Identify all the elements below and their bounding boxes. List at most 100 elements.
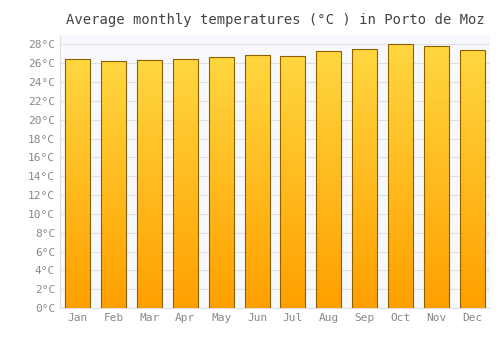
Bar xyxy=(352,142,377,145)
Bar xyxy=(101,128,126,131)
Bar xyxy=(352,140,377,142)
Bar xyxy=(137,130,162,132)
Bar xyxy=(244,234,270,237)
Bar xyxy=(137,301,162,303)
Bar xyxy=(316,172,342,174)
Bar xyxy=(101,254,126,256)
Bar xyxy=(460,133,484,135)
Bar xyxy=(244,230,270,232)
Bar xyxy=(244,197,270,199)
Bar xyxy=(173,275,198,278)
Bar xyxy=(208,74,234,77)
Bar xyxy=(460,68,484,71)
Bar xyxy=(352,127,377,130)
Bar xyxy=(352,114,377,117)
Bar xyxy=(101,239,126,241)
Bar xyxy=(137,78,162,80)
Bar xyxy=(352,225,377,228)
Bar xyxy=(388,116,413,118)
Bar xyxy=(460,300,484,303)
Bar xyxy=(280,61,305,63)
Bar xyxy=(352,264,377,267)
Bar xyxy=(137,100,162,103)
Bar xyxy=(208,233,234,235)
Bar xyxy=(137,189,162,192)
Bar xyxy=(460,223,484,225)
Bar xyxy=(137,296,162,298)
Bar xyxy=(460,55,484,58)
Bar xyxy=(316,275,342,277)
Bar xyxy=(316,282,342,285)
Bar xyxy=(208,300,234,303)
Bar xyxy=(244,55,270,308)
Bar xyxy=(316,185,342,187)
Bar xyxy=(101,145,126,148)
Bar xyxy=(280,177,305,179)
Bar xyxy=(101,153,126,155)
Bar xyxy=(173,144,198,146)
Bar xyxy=(101,246,126,249)
Bar xyxy=(137,147,162,149)
Bar xyxy=(208,64,234,67)
Bar xyxy=(316,223,342,226)
Bar xyxy=(316,285,342,287)
Bar xyxy=(424,185,449,188)
Bar xyxy=(66,66,90,69)
Bar xyxy=(388,250,413,253)
Bar xyxy=(137,105,162,107)
Bar xyxy=(280,290,305,293)
Bar xyxy=(173,206,198,208)
Bar xyxy=(208,114,234,117)
Bar xyxy=(352,277,377,280)
Bar xyxy=(352,212,377,215)
Bar xyxy=(66,81,90,84)
Bar xyxy=(208,238,234,240)
Bar xyxy=(137,167,162,169)
Bar xyxy=(66,198,90,201)
Bar xyxy=(208,200,234,202)
Bar xyxy=(66,173,90,176)
Bar xyxy=(460,52,484,55)
Bar xyxy=(316,280,342,282)
Bar xyxy=(66,253,90,255)
Bar xyxy=(208,303,234,306)
Bar xyxy=(137,271,162,273)
Bar xyxy=(280,78,305,81)
Bar xyxy=(173,146,198,148)
Bar xyxy=(208,180,234,182)
Bar xyxy=(424,138,449,140)
Bar xyxy=(208,245,234,248)
Bar xyxy=(424,282,449,285)
Bar xyxy=(424,190,449,193)
Bar xyxy=(173,58,198,61)
Bar xyxy=(208,230,234,233)
Bar xyxy=(66,108,90,111)
Bar xyxy=(66,201,90,203)
Bar xyxy=(208,260,234,263)
Bar xyxy=(137,177,162,179)
Bar xyxy=(424,83,449,85)
Bar xyxy=(173,273,198,275)
Bar xyxy=(280,71,305,74)
Bar xyxy=(280,232,305,235)
Bar xyxy=(173,183,198,186)
Bar xyxy=(208,273,234,275)
Bar xyxy=(101,204,126,207)
Bar xyxy=(460,86,484,89)
Bar xyxy=(316,107,342,110)
Bar xyxy=(66,241,90,243)
Bar xyxy=(388,63,413,65)
Bar xyxy=(101,187,126,190)
Bar xyxy=(352,204,377,207)
Bar xyxy=(137,214,162,216)
Bar xyxy=(280,56,305,308)
Bar xyxy=(316,259,342,262)
Bar xyxy=(208,160,234,162)
Bar xyxy=(244,65,270,68)
Bar xyxy=(424,154,449,156)
Bar xyxy=(424,240,449,243)
Bar xyxy=(173,238,198,241)
Bar xyxy=(244,62,270,65)
Bar xyxy=(244,141,270,144)
Bar xyxy=(137,135,162,137)
